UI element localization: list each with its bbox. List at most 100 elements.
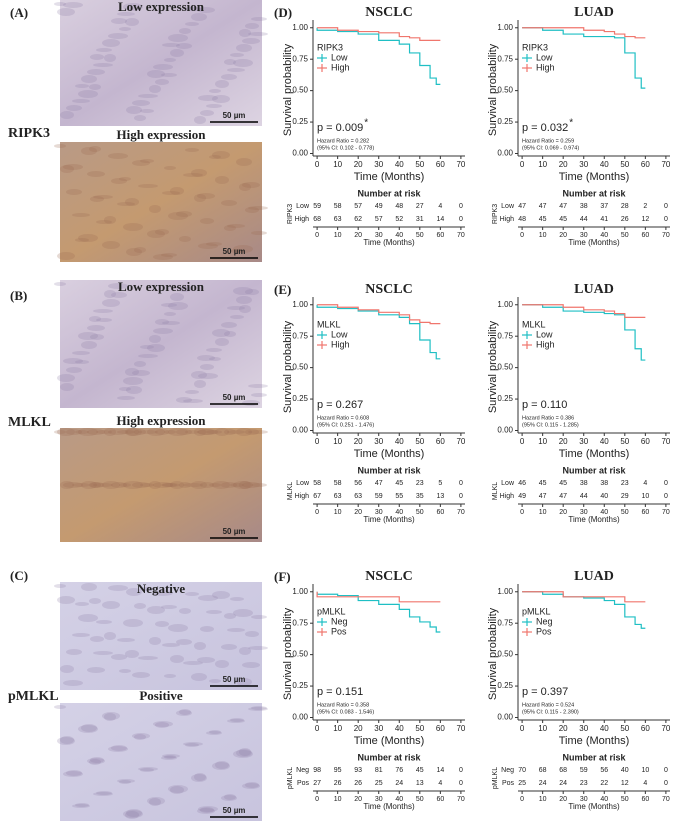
- tissue-texture: [102, 299, 120, 307]
- x-tick-label: 30: [374, 160, 383, 169]
- tissue-texture: [89, 146, 101, 152]
- tissue-texture: [221, 644, 237, 650]
- y-tick-label: 0.50: [497, 363, 513, 372]
- x-tick-label: 0: [520, 160, 525, 169]
- tissue-texture: [179, 709, 191, 715]
- tissue-texture: [119, 177, 131, 181]
- tissue-texture: [72, 351, 90, 355]
- x-axis-label: Time (Months): [363, 515, 415, 524]
- tissue-texture: [104, 216, 116, 224]
- tissue-texture: [194, 773, 206, 781]
- tissue-texture: [125, 650, 139, 658]
- tissue-texture: [200, 218, 214, 224]
- risk-count: 10: [641, 767, 649, 774]
- tissue-texture: [191, 774, 207, 782]
- risk-count: 0: [664, 216, 668, 223]
- tissue-texture: [108, 585, 128, 591]
- risk-x-tick-label: 20: [559, 509, 567, 516]
- risk-count: 40: [600, 493, 608, 500]
- risk-count: 67: [313, 493, 321, 500]
- tissue-texture: [153, 64, 173, 70]
- risk-count: 0: [664, 767, 668, 774]
- x-tick-label: 60: [436, 160, 445, 169]
- legend-title: pMLKL: [522, 606, 551, 616]
- tissue-texture: [161, 483, 177, 487]
- tissue-texture: [224, 225, 236, 231]
- tissue-texture: [60, 665, 74, 673]
- tissue-texture: [221, 795, 237, 801]
- tissue-texture: [245, 23, 259, 29]
- risk-count: 95: [334, 767, 342, 774]
- y-tick-label: 0.25: [292, 394, 308, 403]
- scale-label: 50 µm: [223, 247, 246, 256]
- survival-curve: [522, 27, 646, 89]
- tissue-texture: [78, 332, 98, 340]
- tissue-texture: [87, 758, 105, 764]
- legend-title: MLKL: [317, 319, 341, 329]
- legend-label: Low: [331, 329, 348, 339]
- tissue-texture: [162, 43, 180, 47]
- risk-x-tick-label: 30: [375, 232, 383, 239]
- risk-x-tick-label: 50: [621, 796, 629, 803]
- tissue-texture: [206, 731, 222, 735]
- tissue-texture: [248, 646, 268, 650]
- tissue-texture: [104, 290, 116, 298]
- y-tick-label: 0.25: [497, 394, 513, 403]
- tissue-texture: [212, 481, 230, 489]
- x-tick-label: 40: [395, 437, 404, 446]
- y-tick-label: 0.00: [292, 713, 308, 722]
- tissue-texture: [251, 615, 267, 619]
- hazard-ratio: (95% CI: 0.115 - 2.390): [522, 709, 579, 715]
- tissue-texture: [75, 602, 89, 606]
- tissue-texture: [126, 588, 142, 596]
- tissue-texture: [134, 429, 146, 435]
- risk-x-tick-label: 50: [416, 232, 424, 239]
- x-axis-label: Time (Months): [363, 238, 415, 247]
- tissue-texture: [245, 631, 259, 637]
- y-tick-label: 1.00: [292, 587, 308, 596]
- tissue-texture: [168, 785, 188, 793]
- tissue-texture: [81, 75, 97, 83]
- risk-row-label: High: [295, 493, 310, 500]
- y-tick-label: 0.75: [497, 54, 513, 63]
- risk-x-tick-label: 50: [621, 232, 629, 239]
- tissue-texture: [125, 18, 139, 26]
- risk-x-tick-label: 40: [600, 232, 608, 239]
- panel-label: (A): [10, 5, 28, 20]
- tissue-texture: [155, 229, 169, 235]
- tissue-texture: [239, 305, 251, 313]
- risk-count: 0: [664, 203, 668, 210]
- tissue-texture: [90, 54, 104, 60]
- risk-count: 48: [395, 203, 403, 210]
- risk-x-tick-label: 30: [375, 509, 383, 516]
- tissue-texture: [78, 428, 98, 436]
- tissue-texture: [230, 597, 244, 601]
- micrograph: [60, 280, 262, 408]
- y-tick-label: 0.50: [292, 363, 308, 372]
- tissue-texture: [81, 583, 97, 591]
- tissue-texture: [63, 771, 83, 777]
- tissue-texture: [134, 361, 146, 367]
- tissue-texture: [206, 610, 222, 614]
- tissue-texture: [87, 171, 105, 177]
- risk-count: 31: [416, 216, 424, 223]
- scale-label: 50 µm: [223, 806, 246, 815]
- x-tick-label: 30: [579, 724, 588, 733]
- tissue-texture: [224, 331, 236, 337]
- risk-count: 56: [600, 767, 608, 774]
- tissue-texture: [93, 309, 113, 313]
- tissue-texture: [212, 151, 230, 159]
- y-tick-label: 0.00: [497, 713, 513, 722]
- tissue-texture: [117, 202, 135, 206]
- risk-x-tick-label: 70: [662, 509, 670, 516]
- tissue-texture: [233, 481, 253, 489]
- risk-x-tick-label: 20: [354, 509, 362, 516]
- legend-label: Pos: [331, 626, 347, 636]
- risk-count: 35: [416, 493, 424, 500]
- tissue-texture: [197, 657, 215, 663]
- tissue-texture: [78, 725, 98, 733]
- scale-label: 50 µm: [223, 111, 246, 120]
- risk-count: 27: [313, 780, 321, 787]
- tissue-texture: [227, 430, 245, 434]
- risk-count: 68: [313, 216, 321, 223]
